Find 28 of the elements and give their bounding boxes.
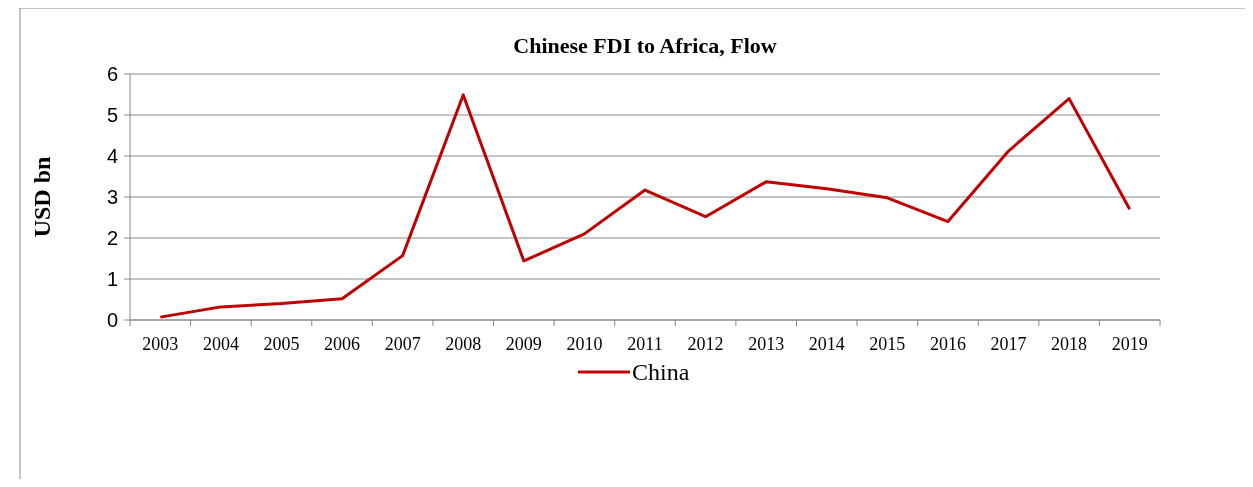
x-tick-label: 2014 [808, 334, 845, 354]
x-tick-label: 2011 [627, 334, 663, 354]
x-tick-label: 2015 [869, 334, 906, 354]
x-tick-label: 2012 [687, 334, 724, 354]
x-tick-label: 2003 [142, 334, 179, 354]
x-tick-label: 2005 [263, 334, 300, 354]
y-tick-label: 3 [106, 186, 118, 208]
x-tick-label: 2008 [445, 334, 482, 354]
y-axis-title: USD bn [29, 156, 55, 238]
y-tick-label: 2 [106, 227, 118, 249]
line-series [158, 93, 1132, 319]
x-tick-label: 2007 [384, 334, 421, 354]
y-tick-label: 6 [106, 63, 118, 85]
x-tick-label: 2018 [1051, 334, 1088, 354]
x-tick-label: 2009 [505, 334, 542, 354]
chart-title: Chinese FDI to Africa, Flow [513, 33, 777, 58]
x-tick-label: 2017 [990, 334, 1027, 354]
x-tick-label: 2004 [202, 334, 239, 354]
x-tick-label: 2019 [1111, 334, 1148, 354]
x-tick-label: 2016 [929, 334, 966, 354]
y-tick-label: 4 [106, 145, 118, 167]
x-tick-label: 2006 [324, 334, 361, 354]
y-tick-label: 5 [106, 104, 118, 126]
x-tick-label: 2010 [566, 334, 603, 354]
y-tick-label: 0 [106, 309, 118, 331]
x-tick-label: 2013 [748, 334, 785, 354]
y-tick-label: 1 [106, 268, 118, 290]
legend-label: China [632, 359, 690, 386]
